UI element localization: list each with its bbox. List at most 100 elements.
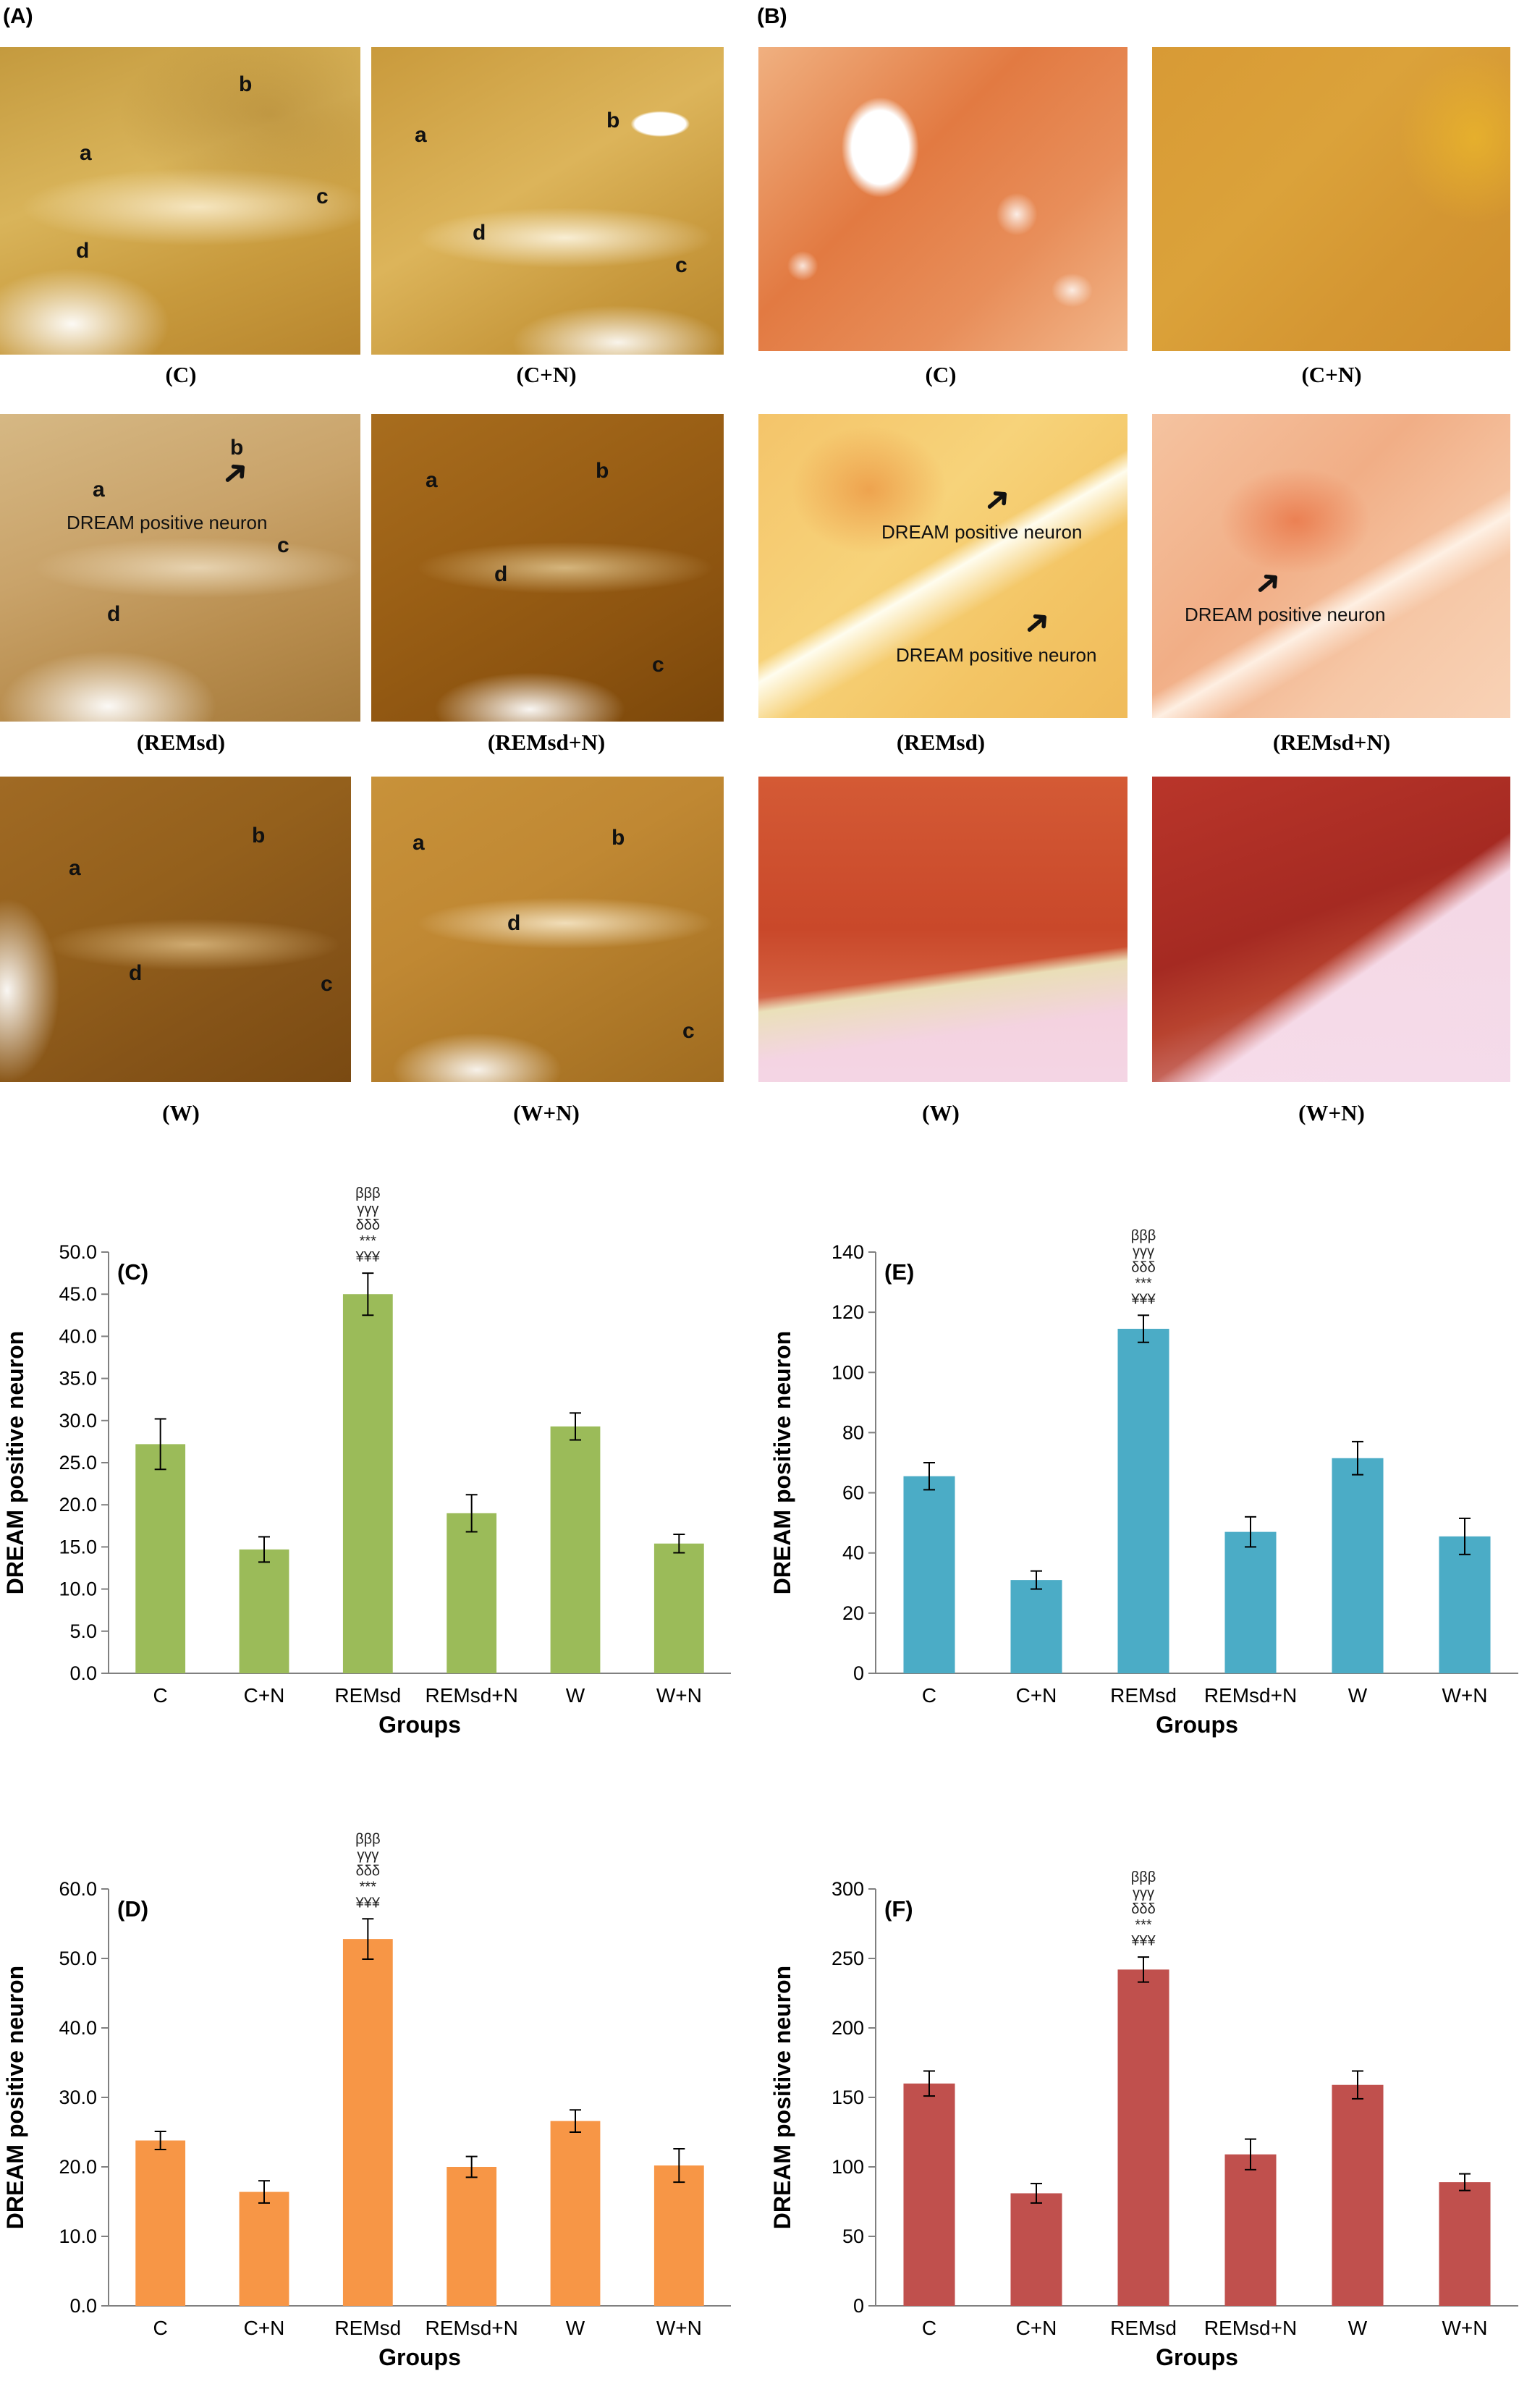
micrograph-a-control-n: a b c d — [371, 47, 724, 355]
y-tick-label: 30.0 — [59, 2087, 97, 2108]
significance-marker: *** — [1135, 1917, 1152, 1933]
region-label-d: d — [473, 221, 486, 245]
significance-marker: γγγ — [357, 1847, 378, 1863]
significance-marker: βββ — [1131, 1227, 1156, 1243]
region-label-d: d — [76, 239, 90, 263]
micrograph-a-remsd: a b c d ➜ DREAM positive neuron — [0, 414, 360, 722]
region-label-c: c — [675, 253, 688, 277]
x-tick-label: C+N — [1016, 2317, 1057, 2339]
x-tick-label: W+N — [1442, 1684, 1488, 1707]
micrograph-b-control — [758, 47, 1128, 351]
y-tick-label: 0 — [853, 1662, 864, 1684]
bar — [1010, 1580, 1062, 1673]
region-label-b: b — [612, 826, 625, 850]
region-label-d: d — [129, 961, 143, 985]
significance-marker: γγγ — [1133, 1885, 1154, 1901]
caption-remsd-n: (REMsd+N) — [487, 730, 606, 755]
y-tick-label: 20.0 — [59, 1494, 97, 1516]
caption-remsd: (REMsd) — [896, 730, 986, 755]
bar — [1010, 2193, 1062, 2306]
x-tick-label: W+N — [656, 1684, 702, 1707]
significance-marker: ¥¥¥ — [1130, 1291, 1156, 1307]
x-axis-title: Groups — [378, 1712, 461, 1738]
significance-marker: βββ — [1131, 1869, 1156, 1885]
y-tick-label: 10.0 — [59, 2226, 97, 2247]
y-tick-label: 100 — [832, 2156, 864, 2178]
arrow-icon: ➜ — [1244, 559, 1290, 606]
region-label-a: a — [426, 468, 438, 492]
arrow-icon: ➜ — [1013, 599, 1059, 646]
bar — [550, 1426, 601, 1673]
y-tick-label: 200 — [832, 2017, 864, 2039]
significance-marker: δδδ — [356, 1863, 380, 1879]
y-tick-label: 20 — [842, 1602, 864, 1624]
region-label-d: d — [494, 562, 508, 586]
region-label-b: b — [252, 824, 266, 847]
y-tick-label: 50.0 — [59, 1948, 97, 1969]
bar-chart-e: 0 20 40 60 80 100 120 140 C C+N REMsd REMsd+N W W+N ββ… — [769, 1227, 1518, 1738]
y-tick-label: 20.0 — [59, 2156, 97, 2178]
y-tick-label: 0 — [853, 2295, 864, 2317]
caption-c: (C) — [165, 362, 197, 387]
y-tick-label: 40.0 — [59, 1325, 97, 1347]
region-label-c: c — [652, 653, 664, 677]
x-tick-label: C — [153, 1684, 168, 1707]
y-tick-label: 10.0 — [59, 1578, 97, 1600]
region-label-b: b — [606, 109, 620, 132]
significance-marker: γγγ — [1133, 1243, 1154, 1259]
bar — [1117, 1969, 1169, 2306]
y-tick-label: 35.0 — [59, 1368, 97, 1390]
bar — [1439, 2182, 1491, 2306]
x-axis-title: Groups — [1156, 1712, 1238, 1738]
bar — [653, 1543, 704, 1673]
chart-panel-label: (D) — [117, 1896, 148, 1922]
x-tick-label: W+N — [1442, 2317, 1488, 2339]
significance-marker: γγγ — [357, 1201, 378, 1217]
caption-w-n: (W+N) — [513, 1100, 580, 1125]
significance-marker: βββ — [355, 1185, 381, 1201]
x-tick-label: C — [922, 2317, 936, 2339]
region-label-a: a — [69, 856, 81, 880]
micrograph-b-w-n — [1152, 777, 1510, 1082]
bar — [550, 2121, 601, 2306]
y-tick-label: 60 — [842, 1482, 864, 1504]
chart-panel-label: (F) — [884, 1896, 913, 1922]
y-tick-label: 50.0 — [59, 1241, 97, 1263]
caption-remsd-n: (REMsd+N) — [1272, 730, 1391, 755]
dream-positive-neuron-label: DREAM positive neuron — [896, 644, 1097, 666]
micrograph-a-w-n: a b c d — [371, 777, 724, 1082]
y-tick-label: 120 — [832, 1301, 864, 1323]
region-label-b: b — [239, 72, 253, 96]
x-tick-label: W — [566, 1684, 585, 1707]
bar — [342, 1939, 393, 2306]
caption-w: (W) — [162, 1100, 200, 1125]
significance-marker: *** — [1135, 1275, 1152, 1291]
x-tick-label: W+N — [656, 2317, 702, 2339]
y-axis-title: DREAM positive neuron — [769, 1331, 795, 1594]
significance-marker: ¥¥¥ — [355, 1249, 381, 1265]
y-tick-label: 15.0 — [59, 1536, 97, 1557]
panel-label-b: (B) — [757, 4, 787, 28]
region-label-b: b — [230, 436, 244, 460]
x-axis-title: Groups — [1156, 2344, 1238, 2370]
x-tick-label: W — [1348, 2317, 1368, 2339]
y-axis-title: DREAM positive neuron — [2, 1331, 28, 1594]
x-tick-label: W — [1348, 1684, 1368, 1707]
bar — [1439, 1536, 1491, 1673]
caption-remsd: (REMsd) — [136, 730, 226, 755]
bar — [653, 2165, 704, 2306]
x-tick-label: C — [153, 2317, 168, 2339]
bar — [447, 2167, 497, 2306]
micrograph-b-w — [758, 777, 1128, 1082]
y-tick-label: 80 — [842, 1421, 864, 1443]
y-tick-label: 50 — [842, 2226, 864, 2247]
bar-chart-c: 0.0 5.0 10.0 15.0 20.0 25.0 30.0 35.0 40.0 45.0 50… — [2, 1185, 731, 1738]
x-tick-label: C+N — [244, 1684, 285, 1707]
bar-chart-f: 0 50 100 150 200 250 300 C C+N REMsd REMsd+N W W+N ββ… — [769, 1869, 1518, 2370]
significance-marker: ¥¥¥ — [1130, 1933, 1156, 1949]
x-tick-label: REMsd+N — [1204, 1684, 1297, 1707]
bar — [1117, 1329, 1169, 1673]
significance-marker: δδδ — [1131, 1901, 1155, 1917]
region-label-a: a — [415, 123, 427, 147]
region-label-a: a — [93, 478, 105, 502]
